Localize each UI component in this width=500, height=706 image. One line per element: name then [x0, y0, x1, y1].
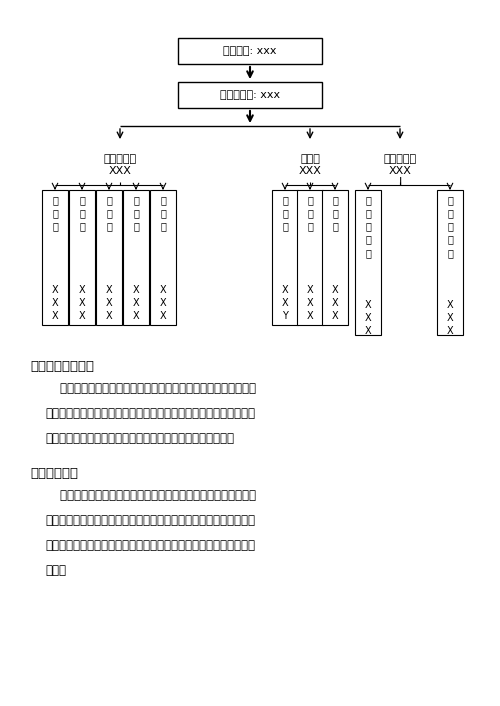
Text: X
X
X: X X X	[160, 285, 166, 321]
Bar	[42, 190, 68, 325]
Bar	[297, 190, 323, 325]
Bar	[178, 82, 322, 108]
Text: X
X
X: X X X	[332, 285, 338, 321]
Text: 试验室
XXX: 试验室 XXX	[298, 154, 322, 176]
Text: 现场负责人
XXX: 现场负责人 XXX	[104, 154, 136, 176]
Text: X
X
X: X X X	[306, 285, 314, 321]
Bar	[150, 190, 176, 325]
Text: 拌
和
组: 拌 和 组	[332, 195, 338, 232]
Text: X
X
X: X X X	[106, 285, 112, 321]
Text: 质
安
组: 质 安 组	[106, 195, 112, 232]
Text: 大中型施工机械设备的准备，如摊铺机、压路机、运输车辆、装
载机、发电机等，需根据本工程总体施工部署拟定施工机械进出场计
划，按计划要求安排精良的机械设备进场，进: 大中型施工机械设备的准备，如摊铺机、压路机、运输车辆、装 载机、发电机等，需根据…	[45, 382, 256, 445]
Text: 施工配置组
XXX
I: 施工配置组 XXX I	[384, 154, 416, 187]
Text: 测
量
组: 测 量 组	[133, 195, 139, 232]
Bar	[178, 38, 322, 64]
Text: 技术负责人: xxx: 技术负责人: xxx	[220, 90, 280, 100]
Text: 项目经理: xxx: 项目经理: xxx	[223, 46, 277, 56]
Text: 碾
压
组: 碾 压 组	[160, 195, 166, 232]
Text: 三、机械设备准备: 三、机械设备准备	[30, 360, 94, 373]
Text: X
X
X: X X X	[132, 285, 140, 321]
Text: 材
料
员: 材 料 员	[307, 195, 313, 232]
Bar	[272, 190, 298, 325]
Text: 摊
铺
组: 摊 铺 组	[79, 195, 85, 232]
Text: 四、物资准备: 四、物资准备	[30, 467, 78, 480]
Text: X
X
X: X X X	[52, 285, 59, 321]
Bar	[69, 190, 95, 325]
Text: 设
备
维
修
组: 设 备 维 修 组	[447, 195, 453, 258]
Bar	[123, 190, 149, 325]
Bar	[322, 190, 348, 325]
Text: 设
备
转
运
组: 设 备 转 运 组	[365, 195, 371, 258]
Bar	[96, 190, 122, 325]
Text: X
X
X: X X X	[364, 300, 372, 336]
Bar	[355, 190, 381, 335]
Text: 运
输
组: 运 输 组	[52, 195, 58, 232]
Text: 试
验
组: 试 验 组	[282, 195, 288, 232]
Text: X
X
Y: X X Y	[282, 285, 288, 321]
Text: X
X
X: X X X	[446, 300, 454, 336]
Text: X
X
X: X X X	[78, 285, 86, 321]
Text: 本工程工期要求非常高，工程的物资准备工作要符合施工进度的
要求，做到及时充足。工程所用沥青、骨料本公司将要求沥青厂提前
备货并严格进行检测，所有进场物资预先设定: 本工程工期要求非常高，工程的物资准备工作要符合施工进度的 要求，做到及时充足。工…	[45, 489, 256, 577]
Bar	[437, 190, 463, 335]
